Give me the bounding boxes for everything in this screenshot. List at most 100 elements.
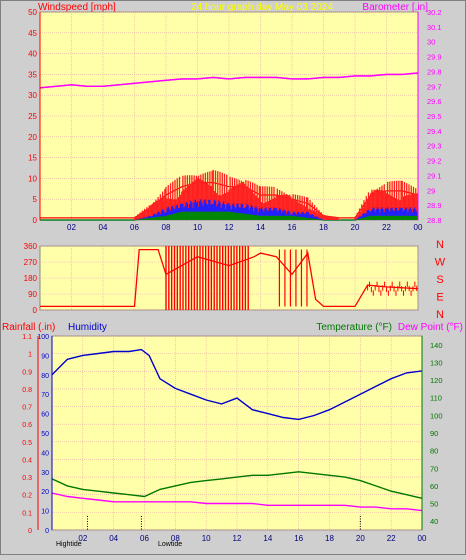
rainfall-tick-label: 1 xyxy=(28,352,32,359)
x-tick-label: 06 xyxy=(130,223,139,232)
direction-tick-label: 0 xyxy=(33,306,38,315)
humidity-tick-label: 60 xyxy=(41,412,49,419)
rainfall-tick-label: 0.3 xyxy=(22,475,32,482)
compass-label: S xyxy=(436,274,443,286)
windspeed-tick-label: 25 xyxy=(28,112,37,121)
temperature-tick-label: 70 xyxy=(430,464,438,473)
x-tick-label: 16 xyxy=(294,534,303,543)
temperature-tick-label: 80 xyxy=(430,447,438,456)
graph-title: 24 hour graph day May 03 2024 xyxy=(191,2,333,13)
temperature-tick-label: 140 xyxy=(430,341,443,350)
humidity-temperature-panel: 0 10 20 30 40 50 60 70 80 90 10 00 0.1 0.2 0.3 0.4 0.5 0.… xyxy=(22,334,442,543)
barometer-tick-label: 29 xyxy=(427,186,435,195)
x-tick-label: 20 xyxy=(356,534,365,543)
barometer-tick-label: 29.2 xyxy=(427,157,442,166)
rainfall-tick-label: 0.6 xyxy=(22,422,32,429)
direction-tick-label: 180 xyxy=(24,274,38,283)
x-tick-label: 08 xyxy=(171,534,180,543)
windspeed-tick-label: 0 xyxy=(33,216,38,225)
barometer-tick-label: 29.4 xyxy=(427,127,442,136)
rainfall-tick-label: 0.5 xyxy=(22,440,32,447)
x-tick-label: 14 xyxy=(256,223,265,232)
hightide-label: Hightide xyxy=(56,541,82,548)
barometer-tick-label: 29.1 xyxy=(427,171,442,180)
humidity-title: Humidity xyxy=(68,322,107,333)
temperature-tick-label: 120 xyxy=(430,376,443,385)
barometer-tick-label: 30.1 xyxy=(427,23,442,32)
series-humidity xyxy=(51,348,423,421)
barometer-title: Barometer [.in] xyxy=(362,2,428,13)
humidity-tick-label: 80 xyxy=(41,373,49,380)
x-tick-label: 22 xyxy=(387,534,396,543)
compass-label: E xyxy=(436,292,443,304)
series-barometer-top xyxy=(39,72,419,89)
temperature-tick-label: 60 xyxy=(430,482,438,491)
barometer-tick-label: 29.9 xyxy=(427,53,442,62)
direction-tick-label: 360 xyxy=(24,242,38,251)
x-tick-label: 02 xyxy=(67,223,76,232)
rainfall-tick-label: 0.1 xyxy=(22,510,32,517)
humidity-tick-label: 40 xyxy=(41,450,49,457)
barometer-tick-label: 29.6 xyxy=(427,97,442,106)
x-tick-label: 16 xyxy=(288,223,297,232)
x-tick-label: 04 xyxy=(109,534,118,543)
wind-direction-oscillation xyxy=(165,246,418,310)
windspeed-tick-label: 15 xyxy=(28,154,37,163)
x-tick-label: 10 xyxy=(193,223,202,232)
wind-speed-bars xyxy=(134,211,418,220)
compass-label: N xyxy=(436,239,444,251)
temperature-tick-label: 130 xyxy=(430,358,443,367)
temperature-tick-label: 50 xyxy=(430,500,438,509)
direction-tick-label: 90 xyxy=(28,290,37,299)
windspeed-tick-label: 20 xyxy=(28,133,37,142)
barometer-tick-label: 28.9 xyxy=(427,201,442,210)
x-tick-label: 14 xyxy=(263,534,272,543)
series-temperature xyxy=(51,471,423,499)
barometer-tick-label: 29.8 xyxy=(427,67,442,76)
rainfall-title: Rainfall (.in) xyxy=(2,322,55,333)
barometer-tick-label: 30 xyxy=(427,38,435,47)
rainfall-tick-label: 0.9 xyxy=(22,369,32,376)
x-tick-label: 18 xyxy=(319,223,328,232)
windspeed-tick-label: 5 xyxy=(33,195,38,204)
series-wind-direction xyxy=(40,248,419,308)
dewpoint-title: Dew Point (°F) xyxy=(398,322,463,333)
windspeed-tick-label: 40 xyxy=(28,50,37,59)
temperature-tick-label: 40 xyxy=(430,517,438,526)
rainfall-tick-label: 0.2 xyxy=(22,493,32,500)
windspeed-tick-label: 35 xyxy=(28,70,37,79)
wind-barometer-panel: 0 5 10 15 20 25 30 35 40 45 50 28.8 28.9 29 29.1 29.2 29… xyxy=(28,8,442,232)
humidity-tick-label: 70 xyxy=(41,392,49,399)
barometer-tick-label: 29.5 xyxy=(427,112,442,121)
windspeed-tick-label: 10 xyxy=(28,174,37,183)
series-dew-point xyxy=(51,492,423,512)
barometer-tick-label: 29.3 xyxy=(427,142,442,151)
temperature-tick-label: 100 xyxy=(430,411,443,420)
rainfall-tick-label: 0.4 xyxy=(22,457,32,464)
x-tick-label: 12 xyxy=(225,223,234,232)
x-tick-label: 02 xyxy=(78,534,87,543)
temperature-tick-label: 90 xyxy=(430,429,438,438)
barometer-tick-label: 30.2 xyxy=(427,8,442,17)
compass-label: N xyxy=(436,309,444,321)
barometer-tick-label: 28.8 xyxy=(427,216,442,225)
temperature-title: Temperature (°F) xyxy=(316,322,392,333)
windspeed-title: Windspeed [mph] xyxy=(38,2,116,13)
rainfall-tick-label: 0 xyxy=(28,528,32,535)
windspeed-tick-label: 50 xyxy=(28,8,37,17)
x-tick-label: 18 xyxy=(325,534,334,543)
rainfall-tick-label: 1.1 xyxy=(22,334,32,341)
x-tick-label: 10 xyxy=(202,534,211,543)
x-tick-label: 06 xyxy=(140,534,149,543)
barometer-tick-label: 29.7 xyxy=(427,82,442,91)
humidity-tick-label: 90 xyxy=(41,353,49,360)
humidity-tick-label: 10 xyxy=(41,509,49,516)
humidity-tick-label: 30 xyxy=(41,470,49,477)
x-tick-label: 04 xyxy=(99,223,108,232)
humidity-tick-label: 50 xyxy=(41,431,49,438)
x-tick-label: 20 xyxy=(351,223,360,232)
compass-label: W xyxy=(435,257,446,269)
x-tick-label: 00 xyxy=(418,534,427,543)
